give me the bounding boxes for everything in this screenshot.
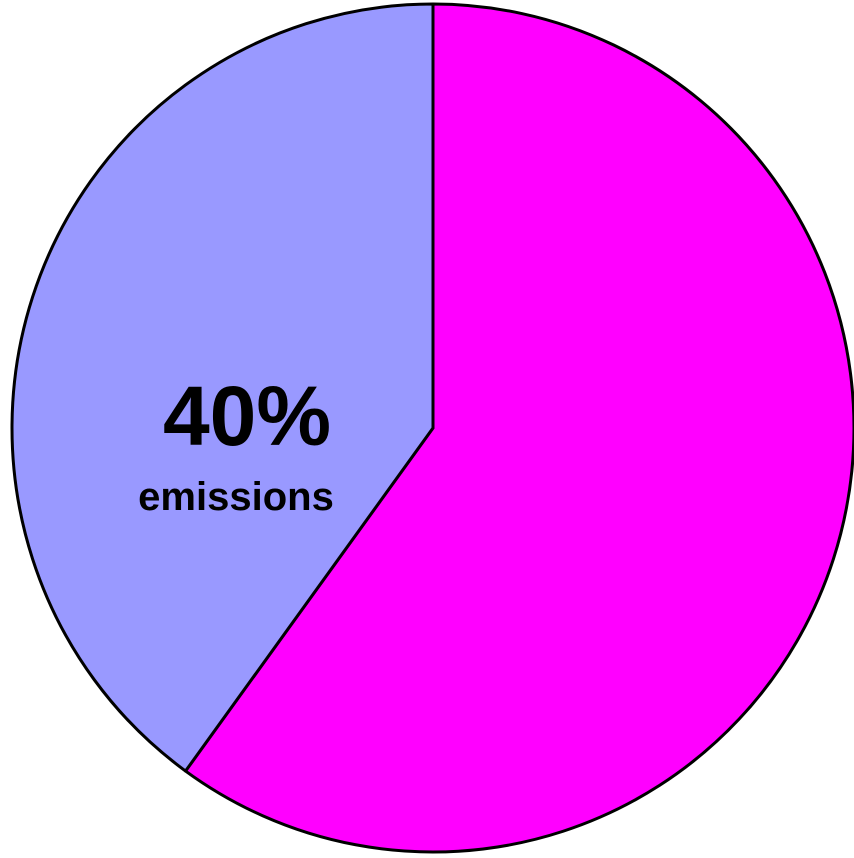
slice-category-label: emissions: [138, 475, 334, 519]
pie-slices: [12, 4, 854, 852]
slice-percent-label: 40%: [163, 369, 331, 463]
